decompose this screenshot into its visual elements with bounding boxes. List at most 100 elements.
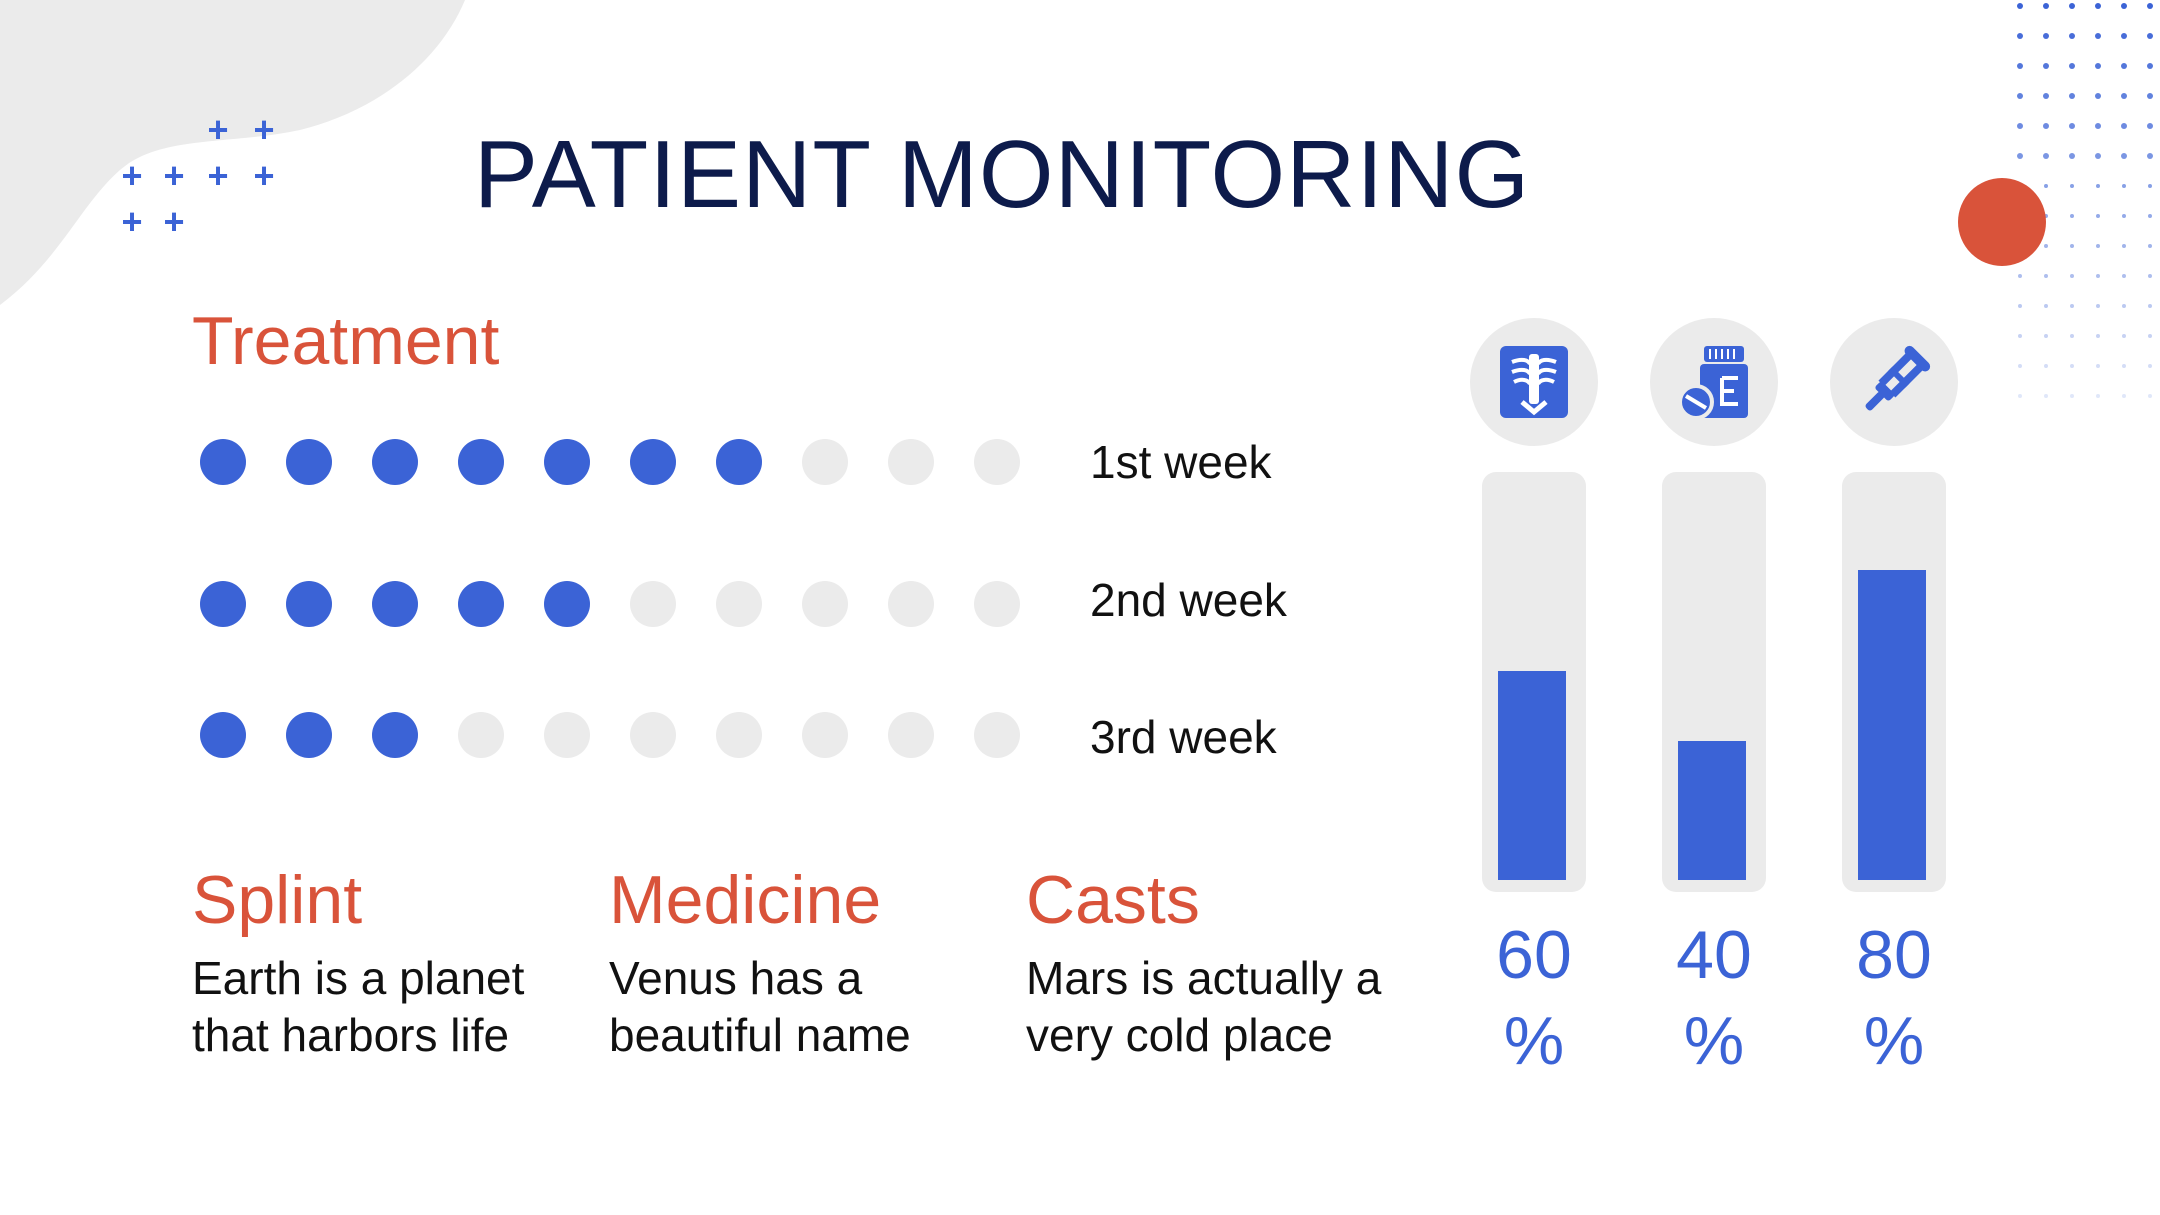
page-title: PATIENT MONITORING — [473, 121, 1531, 228]
pattern-dot — [2043, 63, 2049, 69]
pattern-dot — [2096, 274, 2100, 278]
pattern-dot — [2043, 123, 2049, 129]
progress-dot-filled — [200, 581, 246, 627]
feature-title: Casts — [1026, 862, 1200, 938]
progress-dot-filled — [716, 439, 762, 485]
week-1-label: 1st week — [1090, 436, 1272, 488]
pattern-dot — [2017, 93, 2023, 99]
pattern-dot — [2148, 394, 2152, 398]
pattern-dot — [2096, 304, 2100, 308]
pattern-dot — [2121, 33, 2127, 39]
pattern-dot — [2069, 3, 2075, 9]
pattern-dot — [2070, 244, 2074, 248]
pattern-dot — [2043, 33, 2049, 39]
medicine-progress-fill — [1678, 741, 1746, 880]
progress-dot-filled — [200, 439, 246, 485]
pattern-dot — [2147, 153, 2153, 159]
pattern-dot — [2018, 274, 2022, 278]
pattern-dot — [2017, 33, 2023, 39]
crutch-icon — [1865, 345, 1931, 411]
week-1-progress-dots — [200, 439, 1020, 485]
xray-icon — [1500, 346, 1568, 418]
pattern-dot — [2121, 3, 2127, 9]
medicine-progress-track — [1662, 472, 1766, 892]
pattern-dot — [2147, 63, 2153, 69]
progress-dot-empty — [458, 712, 504, 758]
pattern-dot — [2121, 93, 2127, 99]
pattern-dot — [2122, 214, 2126, 218]
progress-dot-empty — [974, 581, 1020, 627]
progress-dot-empty — [802, 712, 848, 758]
pattern-dot — [2070, 304, 2074, 308]
progress-dot-empty — [544, 712, 590, 758]
pattern-dot — [2096, 244, 2100, 248]
crutch-progress-track — [1842, 472, 1946, 892]
pattern-dot — [2017, 63, 2023, 69]
pattern-dot — [2122, 364, 2126, 368]
pattern-dot — [2043, 93, 2049, 99]
progress-dot-filled — [544, 581, 590, 627]
pattern-dot — [2096, 184, 2100, 188]
pattern-dot — [2070, 184, 2074, 188]
progress-dot-filled — [286, 581, 332, 627]
feature-description: Venus has a beautiful name — [609, 952, 911, 1061]
pattern-dot — [2017, 123, 2023, 129]
pattern-dot — [2069, 153, 2075, 159]
pattern-dot — [2044, 184, 2048, 188]
progress-dot-empty — [888, 439, 934, 485]
week-2-progress-dots — [200, 581, 1020, 627]
pattern-dot — [2095, 123, 2101, 129]
pattern-dot — [2070, 364, 2074, 368]
progress-dot-filled — [372, 439, 418, 485]
pattern-dot — [2121, 63, 2127, 69]
pattern-dot — [2147, 123, 2153, 129]
pattern-dot — [2148, 304, 2152, 308]
progress-dot-filled — [544, 439, 590, 485]
pattern-dot — [2148, 244, 2152, 248]
pattern-dot — [2043, 3, 2049, 9]
feature-description: Mars is actually a very cold place — [1026, 952, 1382, 1061]
pattern-dot — [2070, 274, 2074, 278]
pattern-dot — [2122, 244, 2126, 248]
pattern-dot — [2070, 394, 2074, 398]
pattern-dot — [2096, 214, 2100, 218]
pattern-dot — [2122, 334, 2126, 338]
medicine-bottle-icon-circle — [1650, 318, 1778, 446]
pattern-dot — [2148, 334, 2152, 338]
progress-dot-empty — [888, 581, 934, 627]
pattern-dot — [2147, 33, 2153, 39]
pattern-dot — [2018, 304, 2022, 308]
crutch-percentage: 80% — [1856, 917, 1932, 1079]
pattern-dot — [2148, 364, 2152, 368]
pattern-dot — [2095, 33, 2101, 39]
pattern-dot — [2069, 123, 2075, 129]
pattern-dot — [2070, 334, 2074, 338]
pattern-dot — [2122, 394, 2126, 398]
treatment-heading: Treatment — [192, 303, 500, 379]
xray-percentage: 60% — [1496, 917, 1572, 1079]
pattern-dot — [2044, 304, 2048, 308]
progress-dot-empty — [630, 712, 676, 758]
feature-title: Splint — [192, 862, 363, 938]
week-3-progress-dots — [200, 712, 1020, 758]
pattern-dot — [2122, 304, 2126, 308]
pattern-dot — [2095, 63, 2101, 69]
week-2-label: 2nd week — [1090, 574, 1287, 626]
medicine-bottle-icon — [1678, 346, 1748, 420]
medicine-percentage: 40% — [1676, 917, 1752, 1079]
feature-title: Medicine — [609, 862, 882, 938]
pattern-dot — [2044, 364, 2048, 368]
xray-icon-circle — [1470, 318, 1598, 446]
progress-dot-empty — [974, 439, 1020, 485]
background-blob — [0, 0, 465, 305]
pattern-dot — [2148, 214, 2152, 218]
pattern-dot — [2044, 334, 2048, 338]
progress-dot-empty — [716, 712, 762, 758]
pattern-dot — [2070, 214, 2074, 218]
progress-dot-filled — [458, 581, 504, 627]
pattern-dot — [2018, 364, 2022, 368]
plus-pattern: + + + + + + + + — [121, 109, 275, 242]
pattern-dot — [2148, 184, 2152, 188]
pattern-dot — [2017, 153, 2023, 159]
orange-circle-decoration — [1958, 178, 2046, 266]
